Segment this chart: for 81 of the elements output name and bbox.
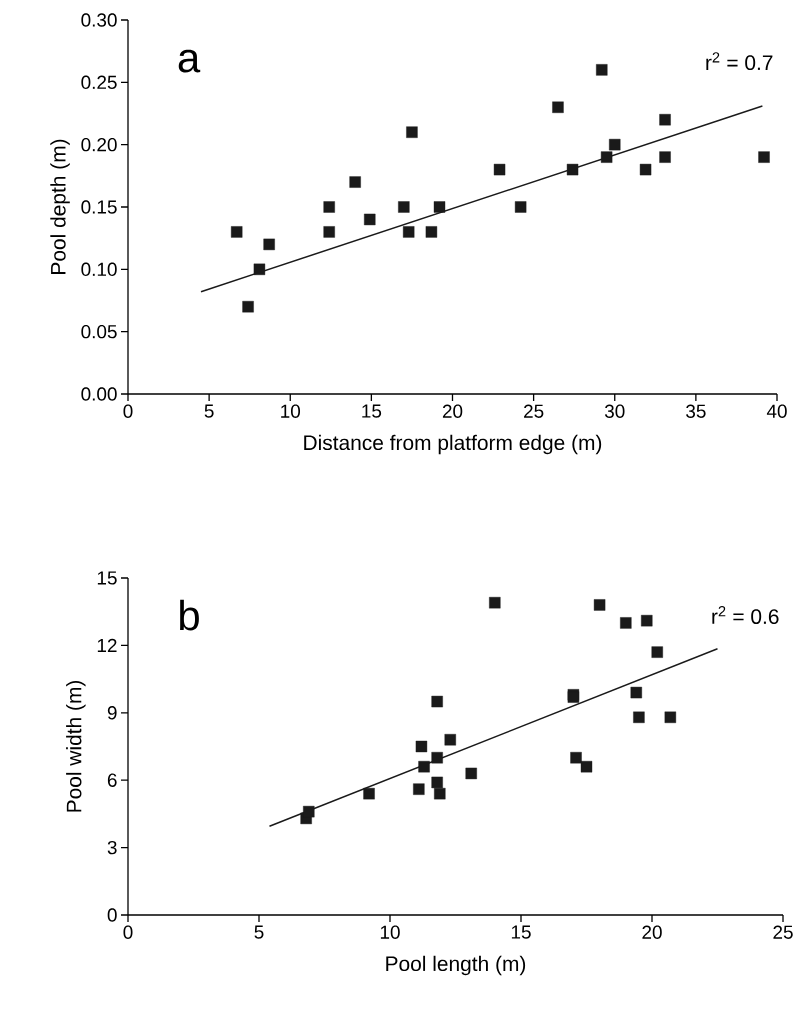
y-axis-title: Pool width (m)	[66, 680, 86, 812]
point	[630, 686, 642, 699]
point	[406, 126, 418, 138]
x-tick-label: 30	[604, 404, 625, 418]
point	[434, 787, 446, 800]
y-tick-label: 0.30	[81, 13, 117, 27]
point	[639, 163, 652, 176]
point	[323, 201, 335, 213]
point	[364, 213, 376, 226]
y-tick-label: 0.20	[81, 137, 117, 152]
x-tick-label: 0	[123, 404, 133, 418]
x-tick-label: 5	[254, 925, 264, 939]
point	[363, 787, 375, 800]
point	[659, 151, 671, 163]
point	[465, 767, 477, 780]
point	[600, 151, 613, 163]
point	[493, 163, 506, 176]
y-tick-label: 12	[97, 638, 117, 652]
point	[303, 805, 315, 818]
y-tick-label: 0	[107, 908, 117, 922]
x-tick-label: 20	[642, 925, 662, 939]
x-tick-label: 10	[281, 404, 301, 418]
point	[641, 614, 653, 627]
point	[413, 783, 425, 795]
x-tick-label: 0	[123, 925, 133, 939]
point	[758, 151, 770, 163]
y-tick-label: 0.25	[81, 75, 117, 90]
x-tick-label: 35	[686, 404, 706, 418]
y-tick-label: 0.10	[81, 262, 117, 277]
x-tick-label: 25	[524, 404, 544, 418]
x-tick-label: 10	[380, 925, 400, 939]
y-tick-label: 0.15	[81, 200, 117, 214]
annotation: b	[180, 599, 199, 631]
point	[596, 64, 608, 76]
point	[651, 646, 663, 658]
point	[349, 176, 361, 188]
point	[664, 711, 677, 723]
point	[242, 301, 254, 313]
point	[323, 226, 335, 238]
y-tick-label: 0.00	[81, 387, 117, 401]
x-tick-label: 15	[511, 925, 531, 939]
point	[431, 776, 443, 789]
x-tick-label: 5	[204, 404, 214, 418]
x-axis-title: Distance from platform edge (m)	[304, 434, 602, 455]
point	[418, 761, 430, 773]
point	[570, 752, 582, 764]
y-tick-label: 15	[97, 571, 117, 585]
x-axis-title: Pool length (m)	[386, 955, 526, 976]
y-tick-label: 0.05	[81, 324, 117, 339]
y-tick-label: 6	[107, 773, 117, 787]
x-tick-label: 20	[442, 404, 463, 418]
y-tick-label: 3	[107, 840, 117, 855]
point	[431, 695, 443, 708]
point	[659, 114, 671, 126]
y-tick-label: 9	[107, 706, 117, 720]
x-tick-label: 25	[773, 925, 793, 939]
point	[415, 740, 428, 753]
x-tick-label: 40	[766, 404, 787, 418]
x-tick-label: 15	[362, 404, 382, 418]
point	[263, 238, 275, 251]
point	[566, 163, 579, 176]
point	[398, 201, 410, 213]
annotation: r$^{2}$ = 0.7	[706, 52, 773, 71]
point	[633, 711, 645, 723]
point	[433, 201, 446, 213]
point	[580, 761, 593, 773]
point	[402, 226, 415, 238]
point	[253, 263, 266, 276]
point	[514, 201, 527, 213]
annotation: a	[178, 49, 201, 73]
point	[552, 101, 564, 113]
point	[489, 597, 501, 609]
point	[231, 226, 243, 238]
point	[431, 752, 443, 764]
annotation: r$^{2}$ = 0.6	[712, 606, 779, 625]
point	[609, 138, 621, 151]
y-axis-title: Pool depth (m)	[50, 139, 70, 274]
point	[444, 734, 456, 746]
point	[620, 617, 632, 629]
point	[425, 226, 438, 238]
point	[593, 599, 606, 611]
